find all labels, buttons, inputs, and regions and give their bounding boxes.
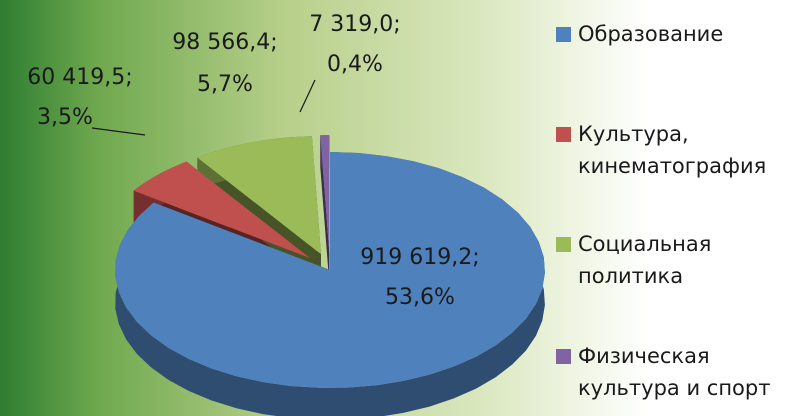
data-label: 7 319,0;: [309, 12, 400, 37]
leader-line: [299, 79, 316, 113]
slice-wall: [320, 135, 330, 286]
slice: [320, 135, 330, 254]
legend-item: Социальная политика: [556, 228, 806, 292]
data-label: 53,6%: [385, 285, 455, 310]
legend-label: Социальная политика: [578, 232, 712, 288]
legend-item: Образование: [556, 18, 806, 50]
data-label: 919 619,2;: [360, 245, 479, 270]
data-label: 98 566,4;: [172, 30, 277, 55]
data-label: 5,7%: [197, 72, 253, 97]
slice: [115, 152, 545, 388]
legend-label: Образование: [578, 22, 724, 46]
legend-swatch: [556, 349, 571, 364]
leader-line: [91, 127, 146, 136]
legend-label: Физическая культура и спорт: [578, 344, 771, 400]
legend-swatch: [556, 27, 571, 42]
legend-label: Культура, кинематография: [578, 122, 767, 178]
legend-item: Культура, кинематография: [556, 118, 806, 182]
slice: [133, 161, 311, 259]
slice: [197, 136, 321, 255]
data-label: 0,4%: [327, 52, 383, 77]
data-label: 3,5%: [37, 105, 93, 130]
legend-swatch: [556, 127, 571, 142]
data-label: 60 419,5;: [27, 65, 132, 90]
legend-item: Физическая культура и спорт: [556, 340, 806, 404]
legend-swatch: [556, 237, 571, 252]
